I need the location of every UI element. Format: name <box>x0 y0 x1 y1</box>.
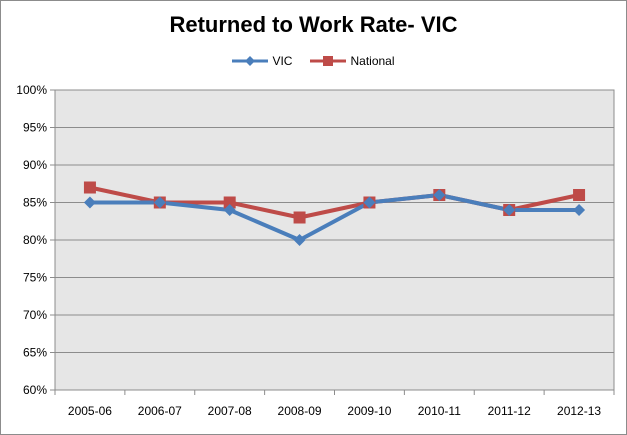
y-tick-label: 100% <box>16 83 47 97</box>
point-vic <box>293 234 306 246</box>
point-vic <box>503 204 516 216</box>
y-tick-label: 95% <box>23 121 47 135</box>
point-vic <box>153 196 166 209</box>
legend-swatch-national <box>310 56 347 66</box>
point-vic <box>573 204 586 216</box>
point-national <box>573 189 586 201</box>
point-vic <box>433 189 446 201</box>
point-national <box>223 196 236 209</box>
point-vic <box>363 196 376 209</box>
y-tick-label: 75% <box>23 271 47 285</box>
x-tick-label: 2008-09 <box>278 404 322 418</box>
x-tick-label: 2006-07 <box>138 404 182 418</box>
y-tick-label: 70% <box>23 308 47 322</box>
x-tick-label: 2007-08 <box>208 404 252 418</box>
x-tick-label: 2010-11 <box>418 404 461 418</box>
x-tick-label: 2012-13 <box>557 404 601 418</box>
legend-label-national: National <box>350 54 395 68</box>
legend-item-national: National <box>310 54 395 68</box>
y-tick-label: 90% <box>23 158 47 172</box>
y-tick-label: 60% <box>23 383 47 397</box>
legend-item-vic: VIC <box>232 54 292 68</box>
legend-swatch-vic <box>232 56 269 66</box>
legend-label-vic: VIC <box>272 54 293 68</box>
y-tick-label: 85% <box>23 196 47 210</box>
y-tick-label: 65% <box>23 346 47 360</box>
point-national <box>293 211 306 224</box>
chart-title: Returned to Work Rate- VIC <box>169 12 458 37</box>
x-tick-label: 2005-06 <box>68 404 112 418</box>
point-national <box>83 181 96 194</box>
point-vic <box>83 196 96 209</box>
x-tick-label: 2011-12 <box>488 404 531 418</box>
series-line-vic <box>89 193 580 242</box>
legend: VIC National <box>0 54 627 68</box>
x-tick-label: 2009-10 <box>347 404 391 418</box>
y-tick-label: 80% <box>23 233 47 247</box>
point-vic <box>223 204 236 216</box>
